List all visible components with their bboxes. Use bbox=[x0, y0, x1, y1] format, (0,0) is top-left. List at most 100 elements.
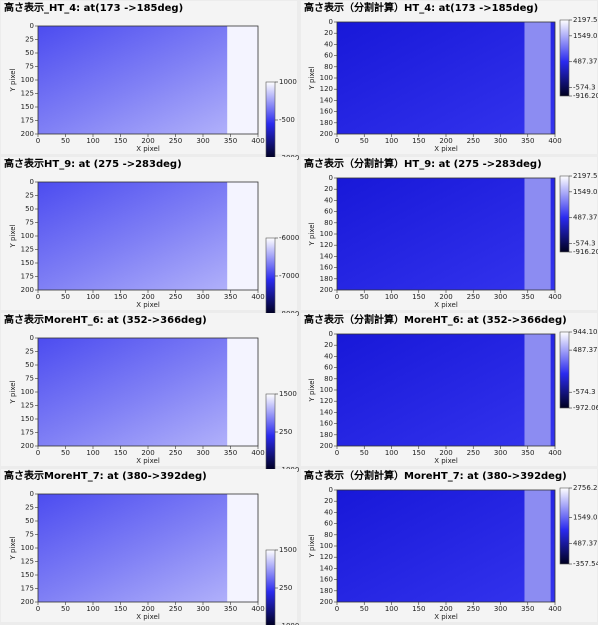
x-tick-label: 300 bbox=[494, 293, 507, 301]
x-axis-label: X pixel bbox=[434, 145, 458, 153]
y-tick-label: 60 bbox=[324, 208, 333, 216]
x-tick-label: 0 bbox=[36, 137, 40, 145]
x-tick-label: 200 bbox=[141, 449, 154, 457]
y-tick-label: 200 bbox=[21, 130, 34, 138]
y-tick-label: 0 bbox=[329, 330, 333, 338]
chart-title: 高さ表示HT_9: at (275 ->283deg) bbox=[4, 157, 182, 170]
x-tick-label: 400 bbox=[548, 293, 561, 301]
colorbar-tick-label: -916.20 bbox=[573, 248, 598, 256]
x-tick-label: 400 bbox=[251, 605, 264, 613]
y-tick-label: 0 bbox=[329, 174, 333, 182]
colorbar bbox=[265, 237, 276, 315]
y-tick-label: 180 bbox=[320, 119, 333, 127]
y-tick-label: 200 bbox=[21, 598, 34, 606]
colorbar bbox=[265, 81, 276, 159]
chart-title: 高さ表示（分割計算）HT_4: at(173 ->185deg) bbox=[304, 1, 538, 14]
x-axis-label: X pixel bbox=[434, 457, 458, 465]
x-tick-label: 150 bbox=[412, 449, 425, 457]
colorbar-tick-label: -574.3 bbox=[573, 388, 596, 396]
x-tick-label: 150 bbox=[114, 293, 127, 301]
y-tick-label: 175 bbox=[21, 429, 34, 437]
x-axis-label: X pixel bbox=[136, 145, 160, 153]
chart-title: 高さ表示（分割計算）MoreHT_7: at (380->392deg) bbox=[304, 469, 567, 482]
heatmap-region bbox=[227, 494, 258, 602]
heatmap-region bbox=[524, 490, 551, 602]
heatmap bbox=[38, 494, 258, 602]
colorbar-tick-label: 487.375 bbox=[573, 346, 598, 354]
y-tick-label: 20 bbox=[324, 497, 333, 505]
y-tick-label: 20 bbox=[324, 341, 333, 349]
y-tick-label: 25 bbox=[25, 504, 34, 512]
x-tick-label: 0 bbox=[335, 137, 339, 145]
x-tick-label: 350 bbox=[521, 293, 534, 301]
y-tick-label: 60 bbox=[324, 520, 333, 528]
colorbar bbox=[559, 175, 570, 253]
x-tick-label: 350 bbox=[521, 137, 534, 145]
y-tick-label: 50 bbox=[25, 361, 34, 369]
y-tick-label: 0 bbox=[30, 22, 34, 30]
colorbar-tick-label: -7000 bbox=[279, 272, 299, 280]
x-tick-label: 100 bbox=[86, 137, 99, 145]
chart-panel: 高さ表示（分割計算）MoreHT_7: at (380->392deg) 0 50 1… bbox=[301, 469, 598, 622]
colorbar-tick-label: 487.375 bbox=[573, 214, 598, 222]
heatmap bbox=[38, 338, 258, 446]
y-tick-label: 160 bbox=[320, 420, 333, 428]
x-tick-label: 0 bbox=[36, 449, 40, 457]
x-tick-label: 200 bbox=[439, 293, 452, 301]
y-tick-label: 120 bbox=[320, 553, 333, 561]
colorbar-tick-label: 1549.05 bbox=[573, 188, 598, 196]
y-tick-label: 25 bbox=[25, 36, 34, 44]
colorbar-tick-label: 2197.5 bbox=[573, 16, 598, 24]
y-tick-label: 0 bbox=[30, 178, 34, 186]
x-tick-label: 150 bbox=[114, 605, 127, 613]
y-tick-label: 50 bbox=[25, 517, 34, 525]
colorbar-tick-label: 250 bbox=[279, 428, 292, 436]
chart-panel: 高さ表示MoreHT_7: at (380->392deg) 0 50 100 150 2… bbox=[1, 469, 299, 625]
y-tick-label: 140 bbox=[320, 564, 333, 572]
y-tick-label: 50 bbox=[25, 49, 34, 57]
y-tick-label: 150 bbox=[21, 415, 34, 423]
y-tick-label: 125 bbox=[21, 90, 34, 98]
y-axis-label: Y pixel bbox=[9, 536, 17, 560]
x-tick-label: 250 bbox=[169, 605, 182, 613]
colorbar-tick-label: -500 bbox=[279, 116, 295, 124]
x-tick-label: 250 bbox=[467, 137, 480, 145]
x-tick-label: 100 bbox=[86, 449, 99, 457]
colorbar-tick-label: 1500 bbox=[279, 390, 297, 398]
y-tick-label: 140 bbox=[320, 252, 333, 260]
x-tick-label: 200 bbox=[141, 137, 154, 145]
x-tick-label: 150 bbox=[412, 293, 425, 301]
colorbar-tick-label: 250 bbox=[279, 584, 292, 592]
colorbar bbox=[265, 549, 276, 625]
x-axis-label: X pixel bbox=[136, 613, 160, 621]
x-tick-label: 50 bbox=[61, 293, 70, 301]
colorbar bbox=[559, 487, 570, 565]
y-tick-label: 80 bbox=[324, 531, 333, 539]
y-tick-label: 75 bbox=[25, 375, 34, 383]
y-tick-label: 75 bbox=[25, 219, 34, 227]
y-tick-label: 150 bbox=[21, 259, 34, 267]
heatmap-region bbox=[524, 178, 551, 290]
x-tick-label: 350 bbox=[224, 137, 237, 145]
y-tick-label: 40 bbox=[324, 40, 333, 48]
y-tick-label: 60 bbox=[324, 52, 333, 60]
y-tick-label: 40 bbox=[324, 352, 333, 360]
x-axis-label: X pixel bbox=[136, 457, 160, 465]
x-tick-label: 100 bbox=[86, 605, 99, 613]
y-tick-label: 200 bbox=[320, 130, 333, 138]
x-tick-label: 400 bbox=[548, 449, 561, 457]
y-axis-label: Y pixel bbox=[9, 380, 17, 404]
y-tick-label: 0 bbox=[329, 486, 333, 494]
chart-panel: 高さ表示MoreHT_6: at (352->366deg) 0 50 100 150 2… bbox=[1, 313, 299, 474]
heatmap bbox=[337, 22, 555, 134]
heatmap bbox=[337, 490, 555, 602]
colorbar-tick-label: -1000 bbox=[279, 622, 299, 625]
heatmap-region bbox=[524, 22, 551, 134]
chart-title: 高さ表示_HT_4: at(173 ->185deg) bbox=[4, 1, 183, 14]
x-tick-label: 150 bbox=[412, 137, 425, 145]
x-tick-label: 100 bbox=[385, 605, 398, 613]
colorbar-tick-label: -6000 bbox=[279, 234, 299, 242]
x-tick-label: 50 bbox=[360, 137, 369, 145]
x-tick-label: 50 bbox=[360, 605, 369, 613]
x-tick-label: 300 bbox=[494, 449, 507, 457]
